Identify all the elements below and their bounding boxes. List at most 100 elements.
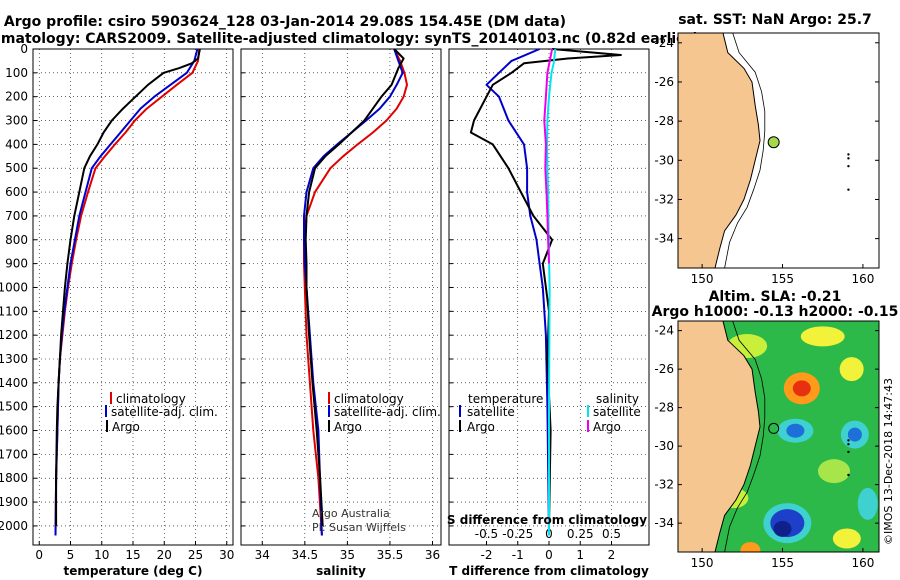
- depth-tick-label: 1600: [0, 424, 28, 438]
- sla-anomaly-patch: [786, 423, 805, 438]
- credit-pi: PI: Susan Wijffels: [312, 521, 406, 534]
- map-lat-label: -26: [654, 362, 674, 376]
- depth-tick-label: 0: [20, 42, 28, 56]
- x-tick-label: 34: [255, 548, 270, 562]
- x-tick-label: 10: [94, 548, 109, 562]
- s-axis-title: S difference from climatology: [447, 513, 647, 527]
- series-line-temperature-argo: [469, 48, 622, 526]
- depth-tick-label: 1100: [0, 304, 28, 318]
- sla-anomaly-patch: [792, 380, 811, 397]
- island-dot: [847, 153, 850, 156]
- land-mass: [678, 33, 761, 268]
- island-dot: [847, 450, 850, 454]
- legend-label-satellite: satellite-adj. clim.: [111, 405, 218, 419]
- temperature-panel: 0 5 10 15 20 25 30 temperature (deg C): [32, 48, 234, 578]
- island-dot: [847, 164, 850, 168]
- salinity-panel: 34 34.5 35 35.5 36 salinity: [240, 48, 442, 578]
- x-tick-label: 35: [340, 548, 355, 562]
- s-tick-label: 0.25: [567, 527, 594, 541]
- depth-axis: 0 100 200 300 400 500 600 700 800 900 1000 1100 1200…: [0, 42, 28, 533]
- depth-tick-label: 500: [5, 161, 28, 175]
- x-tick-label: 35.5: [377, 548, 404, 562]
- depth-tick-label: 2000: [0, 519, 28, 533]
- x-axis-label: T difference from climatology: [449, 564, 649, 578]
- salinity-legend: climatology satellite-adj. clim. Argo Ar…: [312, 392, 441, 534]
- sla-anomaly-patch: [800, 326, 845, 347]
- depth-tick-label: 1400: [0, 376, 28, 390]
- series-line-argo: [304, 48, 405, 526]
- island-dot: [847, 443, 850, 446]
- map-lat-label: -34: [654, 516, 674, 530]
- credit-argo-australia: Argo Australia: [312, 507, 390, 520]
- x-tick-label: 34.5: [291, 548, 318, 562]
- depth-tick-label: 1200: [0, 328, 28, 342]
- header-line2: Climatology: CARS2009. Satellite-adjuste…: [0, 31, 699, 47]
- map-lat-label: -24: [654, 36, 674, 50]
- island-dot: [847, 439, 850, 442]
- legend-label-t-argo: Argo: [467, 420, 495, 434]
- map-bottom-title2: Argo h1000: -0.13 h2000: -0.15: [652, 304, 899, 320]
- legend-title-temperature: temperature: [468, 392, 543, 406]
- x-tick-label: 5: [67, 548, 75, 562]
- map-lat-label: -32: [654, 192, 674, 206]
- argo-position-marker: [768, 422, 780, 434]
- sla-anomaly-patch: [817, 459, 850, 484]
- depth-tick-label: 1900: [0, 495, 28, 509]
- argo-position-marker: [767, 136, 780, 149]
- legend-label-argo: Argo: [334, 420, 362, 434]
- sla-anomaly-patch: [740, 542, 761, 552]
- x-tick-label: -2: [481, 548, 493, 562]
- map-frame: [677, 32, 880, 269]
- island-dot: [847, 473, 850, 477]
- legend-label-s-satellite: satellite: [593, 405, 641, 419]
- map-frame: [677, 320, 880, 553]
- header-line1: Argo profile: csiro 5903624_128 03-Jan-2…: [4, 14, 566, 30]
- depth-tick-label: 200: [5, 90, 28, 104]
- map-lat-label: -28: [654, 401, 674, 415]
- sst-map: -24 -26 -28 -30 -32 -34 150 155 160: [654, 32, 880, 286]
- map-lat-label: -24: [654, 324, 674, 338]
- series-line-salinity-argo: [543, 48, 554, 264]
- map-lon-label: 150: [691, 556, 714, 570]
- series-line-climatology: [303, 48, 408, 536]
- map-lat-label: -30: [654, 439, 674, 453]
- plot-frame: [240, 48, 442, 546]
- series-line-argo: [55, 48, 201, 526]
- series-line-temperature-satellite: [485, 48, 550, 536]
- legend-label-climatology: climatology: [334, 392, 404, 406]
- island-dot: [847, 157, 850, 160]
- s-tick-label: -0.25: [502, 527, 533, 541]
- shelf-contour: [724, 33, 766, 268]
- map-lat-label: -28: [654, 114, 674, 128]
- depth-tick-label: 900: [5, 257, 28, 271]
- x-axis-label: salinity: [316, 564, 366, 578]
- x-tick-label: 0: [545, 548, 553, 562]
- legend-label-satellite: satellite-adj. clim.: [334, 405, 441, 419]
- x-tick-label: 25: [188, 548, 203, 562]
- map-lat-label: -26: [654, 75, 674, 89]
- x-tick-label: 36: [425, 548, 440, 562]
- legend-label-climatology: climatology: [116, 392, 186, 406]
- map-lon-label: 155: [771, 272, 794, 286]
- s-tick-label: 0.5: [602, 527, 621, 541]
- depth-tick-label: 600: [5, 185, 28, 199]
- timestamp: ©IMOS 13-Dec-2018 14:47:43: [882, 378, 895, 545]
- map-lat-label: -32: [654, 478, 674, 492]
- difference-panel: -2 -1 0 1 2-0.5 -0.25 0 0.25 0.5T difference fro…: [448, 48, 650, 578]
- shelf-contour: [724, 321, 766, 552]
- legend-title-salinity: salinity: [596, 392, 639, 406]
- depth-tick-label: 400: [5, 137, 28, 151]
- island-dot: [847, 188, 850, 191]
- series-line-salinity-satellite: [546, 48, 557, 536]
- depth-tick-label: 1700: [0, 447, 28, 461]
- temperature-legend: climatology satellite-adj. clim. Argo: [105, 392, 218, 434]
- sla-map: -24 -26 -28 -30 -32 -34 150 155 160: [654, 320, 880, 570]
- sla-anomaly-patch: [839, 357, 864, 382]
- depth-tick-label: 1300: [0, 352, 28, 366]
- difference-legend: temperature salinity satellite Argo sate…: [447, 392, 647, 527]
- x-tick-label: 15: [125, 548, 140, 562]
- depth-tick-label: 1800: [0, 471, 28, 485]
- sla-anomaly-patch: [832, 528, 861, 549]
- map-top-title: sat. SST: NaN Argo: 25.7: [678, 12, 872, 28]
